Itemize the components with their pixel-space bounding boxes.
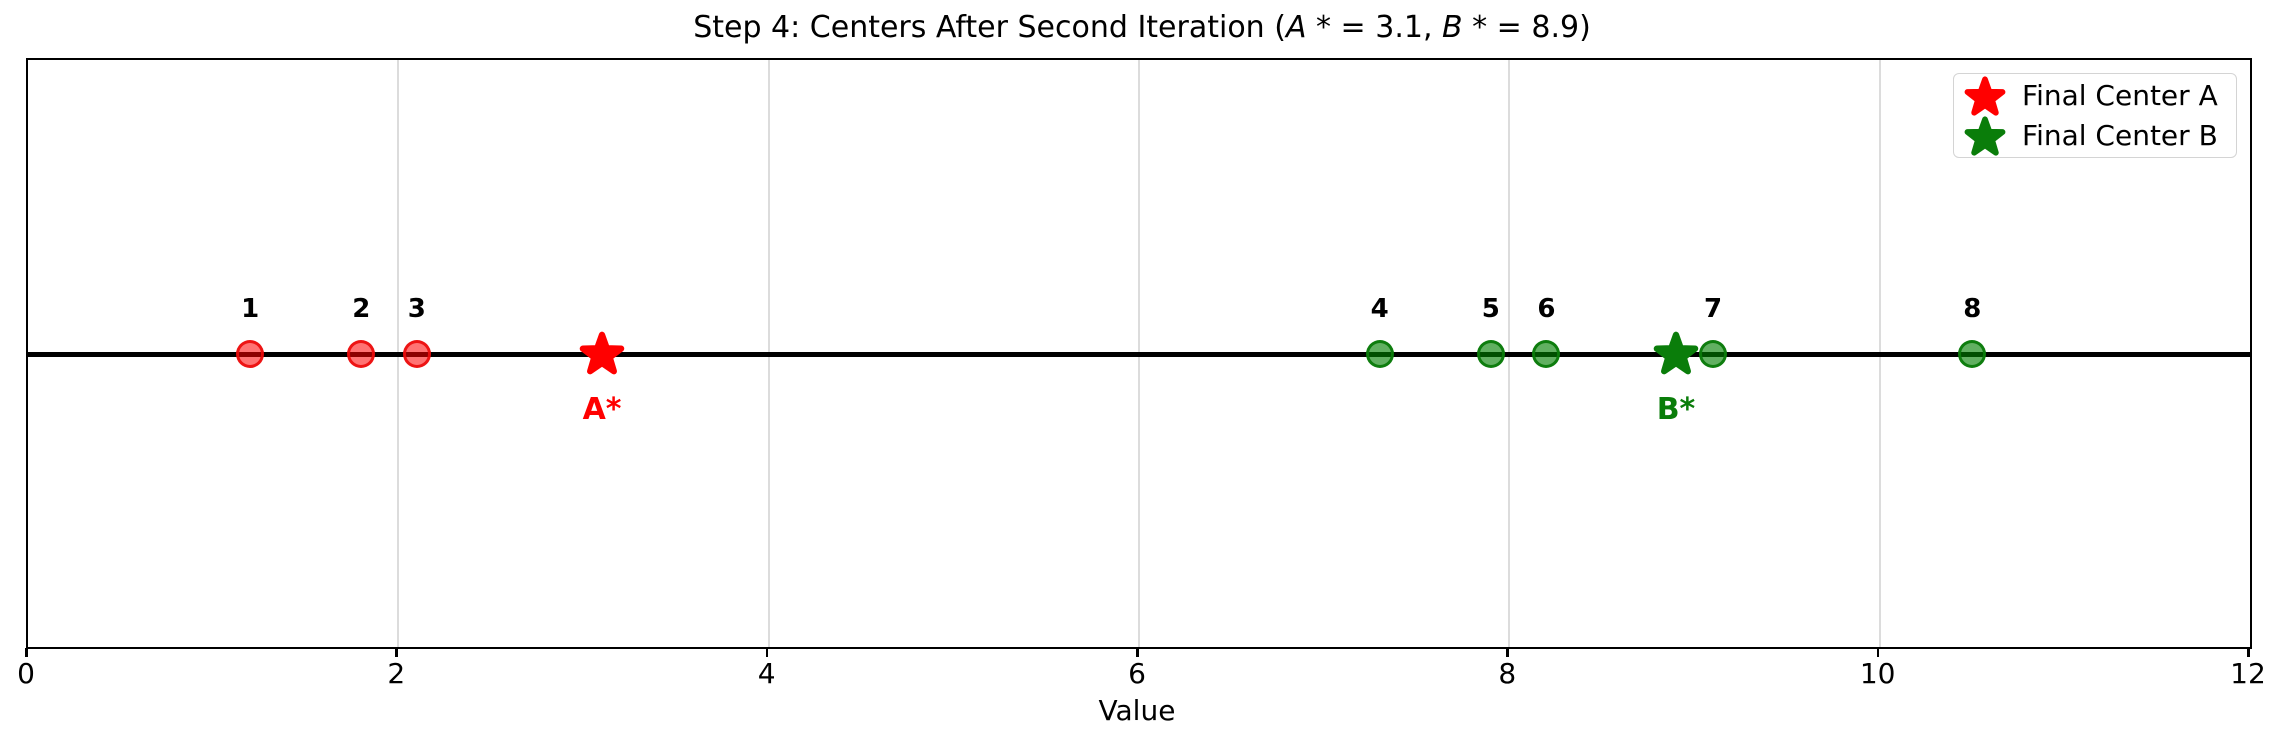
legend-label: Final Center A bbox=[2022, 79, 2218, 112]
center-label-B: B* bbox=[1656, 392, 1696, 427]
x-tick-label-6: 6 bbox=[1128, 657, 1146, 690]
x-tick-label-8: 8 bbox=[1498, 657, 1517, 690]
data-point-4 bbox=[1365, 340, 1394, 368]
x-tick-label-12: 12 bbox=[2230, 657, 2266, 690]
legend-label: Final Center B bbox=[2022, 119, 2218, 152]
legend-star-icon bbox=[1962, 75, 2008, 116]
center-star-icon-B bbox=[1652, 329, 1700, 381]
x-axis-label: Value bbox=[1098, 694, 1176, 727]
point-label-6: 6 bbox=[1537, 294, 1556, 324]
title-math-var: B bbox=[1442, 10, 1463, 45]
x-tick-6 bbox=[1136, 647, 1139, 657]
legend-entry-1: Final Center A bbox=[1962, 75, 2228, 116]
number-line bbox=[28, 351, 2250, 357]
x-tick-0 bbox=[25, 647, 28, 657]
title-text: Step 4: Centers After Second Iteration ( bbox=[693, 10, 1286, 45]
point-label-3: 3 bbox=[407, 294, 426, 324]
plot-area: 1 2 3 4 5 6 7 8 A* B* bbox=[26, 58, 2252, 649]
point-label-8: 8 bbox=[1963, 294, 1982, 324]
x-tick-4 bbox=[765, 647, 769, 657]
x-tick-12 bbox=[2247, 647, 2250, 657]
x-tick-label-0: 0 bbox=[17, 657, 35, 690]
title-math-var: A bbox=[1285, 10, 1307, 45]
chart-title: Step 4: Centers After Second Iteration (… bbox=[0, 8, 2284, 48]
legend: Final Center A Final Center B bbox=[1953, 73, 2237, 158]
x-tick-10 bbox=[1876, 647, 1880, 657]
x-tick-label-4: 4 bbox=[757, 657, 776, 690]
point-label-1: 1 bbox=[241, 294, 260, 324]
point-label-5: 5 bbox=[1481, 294, 1500, 324]
title-text: * = 3.1, bbox=[1306, 10, 1443, 45]
legend-entry-2: Final Center B bbox=[1962, 115, 2228, 156]
data-point-7 bbox=[1699, 340, 1728, 368]
data-point-2 bbox=[347, 340, 376, 368]
center-label-A: A* bbox=[582, 392, 622, 427]
point-label-4: 4 bbox=[1370, 294, 1389, 324]
x-tick-label-2: 2 bbox=[387, 657, 406, 690]
x-tick-2 bbox=[395, 647, 398, 657]
legend-star-icon bbox=[1962, 115, 2008, 156]
data-point-6 bbox=[1532, 340, 1561, 368]
data-point-3 bbox=[402, 340, 431, 368]
point-label-7: 7 bbox=[1703, 294, 1723, 324]
x-tick-8 bbox=[1506, 647, 1509, 657]
data-point-5 bbox=[1476, 340, 1505, 368]
data-point-8 bbox=[1958, 340, 1987, 368]
data-point-1 bbox=[236, 340, 265, 368]
x-tick-label-10: 10 bbox=[1859, 657, 1896, 690]
center-star-icon-A bbox=[578, 329, 626, 381]
title-text: * = 8.9) bbox=[1462, 10, 1591, 45]
point-label-2: 2 bbox=[352, 294, 371, 324]
